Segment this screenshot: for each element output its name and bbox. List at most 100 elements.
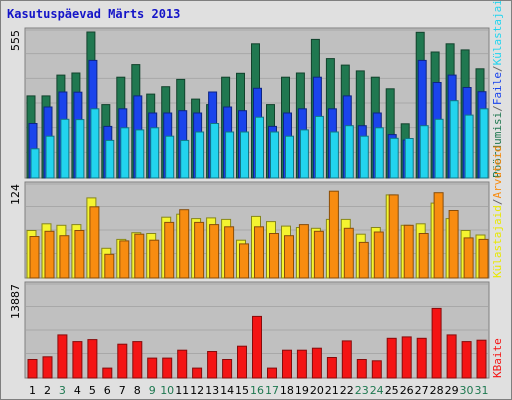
bar-bottom-kbaite-day-22 bbox=[341, 340, 352, 379]
bar-bottom-kbaite-day-29 bbox=[446, 334, 457, 379]
day-label: 11 bbox=[175, 384, 189, 397]
bar-bottom-kbaite-day-24 bbox=[371, 360, 382, 379]
day-label: 3 bbox=[59, 384, 66, 397]
bar-bottom-kbaite-day-18 bbox=[282, 349, 292, 379]
legend-entry: Külastajaid bbox=[491, 205, 504, 278]
bar-bottom-kbaite-day-25 bbox=[386, 337, 397, 379]
bar-middle-arvuteid-day-27 bbox=[418, 233, 429, 279]
bar-top-külastajaid-day-12 bbox=[195, 131, 205, 179]
bar-bottom-kbaite-day-27 bbox=[416, 337, 427, 379]
day-label: 7 bbox=[119, 384, 126, 397]
day-label: 1 bbox=[29, 384, 36, 397]
bar-top-külastajaid-day-10 bbox=[165, 135, 175, 179]
bar-bottom-kbaite-day-15 bbox=[237, 345, 247, 379]
bar-bottom-kbaite-day-26 bbox=[401, 336, 412, 379]
day-label: 30 bbox=[460, 384, 474, 397]
bar-middle-arvuteid-day-23 bbox=[358, 241, 369, 279]
panel-middle: 124 bbox=[9, 181, 490, 279]
bar-middle-arvuteid-day-12 bbox=[194, 221, 205, 279]
legend-entry: Arvuteid bbox=[491, 146, 504, 199]
bar-top-külastajaid-day-29 bbox=[449, 100, 459, 179]
bar-bottom-kbaite-day-6 bbox=[102, 367, 113, 379]
bar-middle-arvuteid-day-7 bbox=[119, 240, 130, 279]
day-label: 27 bbox=[415, 384, 429, 397]
bar-middle-arvuteid-day-11 bbox=[179, 209, 190, 279]
bar-middle-arvuteid-day-13 bbox=[209, 224, 220, 279]
day-label: 19 bbox=[295, 384, 309, 397]
legend-entry: Pöördumisi bbox=[491, 112, 504, 178]
bar-middle-arvuteid-day-19 bbox=[298, 224, 309, 279]
day-label: 28 bbox=[430, 384, 444, 397]
panel-bottom: 13887 bbox=[9, 281, 490, 379]
bar-bottom-kbaite-day-5 bbox=[87, 339, 98, 379]
bar-top-külastajaid-day-28 bbox=[434, 118, 444, 179]
bar-bottom-kbaite-day-23 bbox=[356, 359, 367, 379]
bar-middle-arvuteid-day-2 bbox=[44, 230, 55, 279]
bar-top-külastajaid-day-24 bbox=[374, 127, 384, 179]
bar-middle-arvuteid-day-3 bbox=[59, 235, 70, 279]
bar-bottom-kbaite-day-30 bbox=[461, 341, 472, 379]
day-label: 2 bbox=[44, 384, 51, 397]
day-label: 18 bbox=[280, 384, 294, 397]
legend-entry: KBaite bbox=[491, 338, 504, 378]
bar-middle-arvuteid-day-26 bbox=[403, 224, 414, 279]
day-label: 5 bbox=[89, 384, 96, 397]
legend-text-top: Pöördumisi/Faile/Külastajaid bbox=[491, 1, 504, 178]
day-label: 17 bbox=[265, 384, 279, 397]
day-label: 15 bbox=[235, 384, 249, 397]
day-label: 12 bbox=[190, 384, 204, 397]
day-label: 10 bbox=[160, 384, 174, 397]
bar-bottom-kbaite-day-1 bbox=[27, 359, 38, 379]
bar-middle-arvuteid-day-8 bbox=[134, 233, 145, 279]
bar-middle-arvuteid-day-29 bbox=[448, 210, 459, 279]
legend-bottom: KBaite bbox=[491, 338, 504, 378]
bar-middle-arvuteid-day-28 bbox=[433, 192, 444, 279]
bar-top-külastajaid-day-7 bbox=[120, 127, 130, 179]
bar-top-külastajaid-day-20 bbox=[314, 115, 324, 179]
bar-middle-arvuteid-day-22 bbox=[343, 227, 354, 279]
bar-top-külastajaid-day-19 bbox=[299, 129, 309, 179]
bar-top-külastajaid-day-6 bbox=[105, 139, 115, 179]
bar-top-külastajaid-day-17 bbox=[270, 131, 279, 179]
bar-top-külastajaid-day-1 bbox=[30, 148, 40, 179]
day-label: 6 bbox=[104, 384, 111, 397]
day-label: 24 bbox=[370, 384, 384, 397]
bar-top-külastajaid-day-13 bbox=[210, 123, 220, 179]
bar-middle-arvuteid-day-1 bbox=[29, 236, 40, 279]
bar-top-külastajaid-day-11 bbox=[180, 139, 190, 179]
bar-middle-arvuteid-day-24 bbox=[373, 231, 384, 279]
bar-middle-arvuteid-day-10 bbox=[164, 221, 175, 279]
bar-top-külastajaid-day-21 bbox=[329, 131, 339, 179]
bar-bottom-kbaite-day-19 bbox=[296, 349, 307, 379]
bar-bottom-kbaite-day-7 bbox=[117, 343, 128, 379]
bar-top-külastajaid-day-5 bbox=[90, 108, 100, 179]
bar-middle-arvuteid-day-18 bbox=[284, 235, 294, 279]
bar-top-külastajaid-day-30 bbox=[464, 114, 474, 179]
legend-middle: Külastajaid/Arvuteid bbox=[491, 146, 504, 278]
axis-max-label: 555 bbox=[9, 30, 22, 51]
bar-top-külastajaid-day-25 bbox=[389, 137, 399, 179]
bar-top-külastajaid-day-9 bbox=[150, 127, 160, 179]
bar-top-külastajaid-day-4 bbox=[75, 119, 85, 179]
bar-middle-arvuteid-day-31 bbox=[478, 238, 489, 279]
bar-top-külastajaid-day-18 bbox=[285, 135, 294, 179]
bar-bottom-kbaite-day-4 bbox=[72, 341, 83, 379]
day-label: 25 bbox=[385, 384, 399, 397]
bar-middle-arvuteid-day-25 bbox=[388, 194, 399, 279]
bar-top-külastajaid-day-3 bbox=[60, 118, 70, 179]
bar-bottom-kbaite-day-11 bbox=[177, 349, 188, 379]
bar-bottom-kbaite-day-28 bbox=[431, 307, 442, 379]
bar-top-külastajaid-day-16 bbox=[255, 116, 264, 179]
bar-middle-arvuteid-day-15 bbox=[239, 243, 249, 279]
bar-middle-arvuteid-day-16 bbox=[254, 226, 264, 279]
bar-bottom-kbaite-day-20 bbox=[311, 347, 322, 379]
day-label: 22 bbox=[340, 384, 354, 397]
bar-top-külastajaid-day-8 bbox=[135, 129, 145, 179]
legend-entry: / bbox=[491, 199, 504, 206]
bar-bottom-kbaite-day-3 bbox=[57, 334, 68, 379]
bar-middle-arvuteid-day-4 bbox=[74, 230, 85, 279]
bar-middle-arvuteid-day-14 bbox=[224, 226, 235, 279]
bar-top-külastajaid-day-23 bbox=[359, 135, 369, 179]
bar-bottom-kbaite-day-17 bbox=[267, 367, 277, 379]
bar-bottom-kbaite-day-2 bbox=[42, 356, 53, 379]
